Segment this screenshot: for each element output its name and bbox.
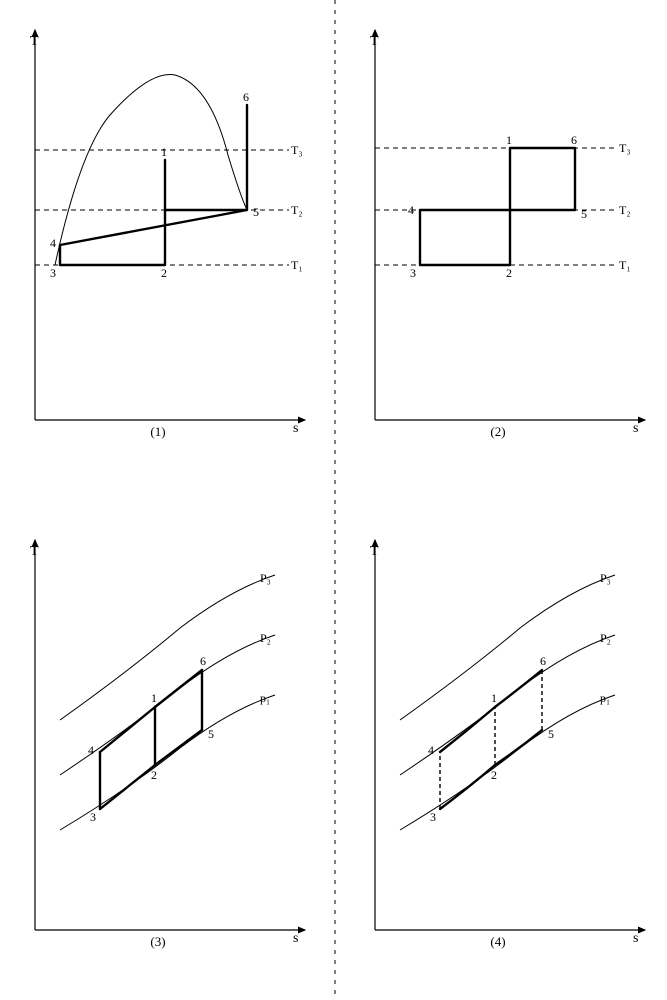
p-label: P₃ (260, 571, 271, 585)
point-label: 3 (90, 810, 96, 824)
x-axis-label: s (633, 931, 638, 946)
point-label: 4 (50, 236, 56, 250)
point-label: 4 (428, 743, 434, 757)
point-label: 6 (200, 654, 206, 668)
point-label: 3 (50, 266, 56, 280)
t-label: T₂ (291, 203, 303, 217)
point-label: 1 (491, 691, 497, 705)
point-label: 6 (540, 654, 546, 668)
point-label: 5 (253, 205, 259, 219)
cycle-path (60, 105, 247, 265)
cycle-segment (100, 765, 155, 809)
cycle-segment (440, 707, 495, 752)
cycle-segment (440, 765, 495, 809)
caption: (2) (490, 424, 505, 439)
x-axis-label: s (633, 421, 638, 436)
caption: (4) (490, 934, 505, 949)
p-label: p₁ (260, 691, 270, 705)
t-label: T₁ (619, 258, 631, 272)
point-label: 2 (161, 266, 167, 280)
t-label: T₃ (619, 141, 631, 155)
point-label: 3 (410, 266, 416, 280)
y-axis-label: T (370, 34, 379, 49)
point-label: 1 (151, 691, 157, 705)
point-label: 6 (243, 90, 249, 104)
point-label: 2 (151, 768, 157, 782)
caption: (3) (150, 934, 165, 949)
p-label: P₃ (600, 571, 611, 585)
point-label: 1 (161, 145, 167, 159)
point-label: 4 (88, 743, 94, 757)
cycle-segment (495, 670, 542, 707)
t-label: T₃ (291, 143, 303, 157)
diagram-canvas: Ts (1) T₁ T₂ T₃ 1 2 3 4 5 6 Ts (2) T₁ T₂ T₃ 1 2 3 4 5 6 Ts (3) P… (0, 0, 667, 1000)
dome-curve (55, 75, 247, 266)
p-label: P₂ (260, 631, 271, 645)
t-label: T₂ (619, 203, 631, 217)
p-label: p₁ (600, 691, 610, 705)
t-label: T₁ (291, 258, 303, 272)
y-axis-label: T (30, 34, 39, 49)
cycle-segment (155, 730, 202, 765)
p-label: P₂ (600, 631, 611, 645)
y-axis-label: T (30, 544, 39, 559)
point-label: 4 (408, 203, 414, 217)
x-axis-label: s (293, 421, 298, 436)
point-label: 3 (430, 810, 436, 824)
cycle-segment (495, 730, 542, 765)
point-label: 2 (491, 768, 497, 782)
point-label: 2 (506, 266, 512, 280)
point-label: 5 (548, 727, 554, 741)
caption: (1) (150, 424, 165, 439)
point-label: 5 (208, 727, 214, 741)
y-axis-label: T (370, 544, 379, 559)
x-axis-label: s (293, 931, 298, 946)
cycle-segment (100, 707, 155, 752)
point-label: 5 (581, 207, 587, 221)
point-label: 1 (506, 133, 512, 147)
cycle-path (420, 148, 575, 265)
point-label: 6 (571, 133, 577, 147)
cycle-segment (155, 670, 202, 707)
